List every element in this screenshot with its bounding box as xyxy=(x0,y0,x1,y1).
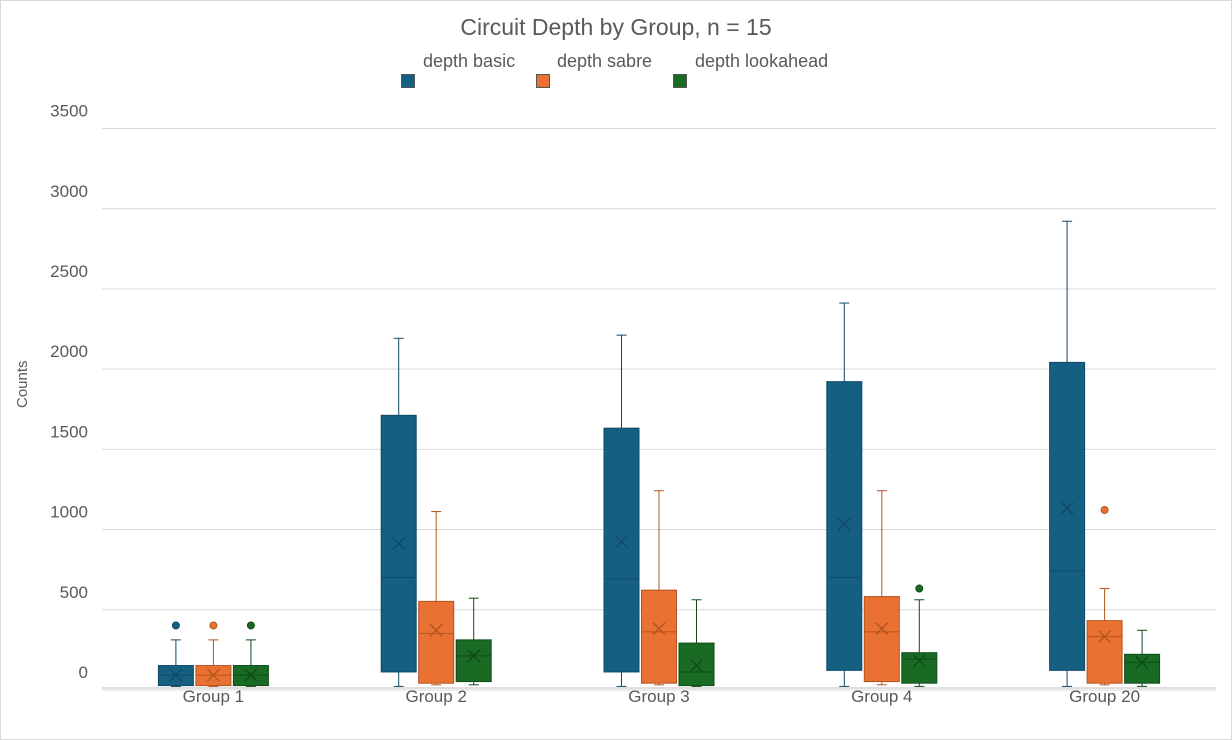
y-tick-label: 500 xyxy=(60,583,88,602)
mean-marker xyxy=(837,517,851,531)
mean-marker xyxy=(652,622,666,636)
y-tick-label: 3500 xyxy=(50,102,88,121)
box-depth-lookahead xyxy=(1124,653,1161,684)
outlier-point xyxy=(209,621,218,630)
box-depth-sabre xyxy=(641,589,677,684)
y-tick-label: 2500 xyxy=(50,262,88,281)
x-tick-label: Group 20 xyxy=(1069,687,1140,706)
mean-marker xyxy=(169,668,183,682)
mean-marker xyxy=(392,537,406,551)
mean-marker xyxy=(690,659,703,673)
mean-marker xyxy=(429,623,443,637)
mean-marker xyxy=(875,622,889,636)
box-depth-basic xyxy=(826,381,863,671)
legend-label-depth-sabre: depth sabre xyxy=(557,51,653,71)
y-tick-label: 0 xyxy=(79,663,88,682)
x-tick-label: Group 4 xyxy=(851,687,912,706)
box-depth-sabre xyxy=(418,600,455,684)
legend-label-depth-lookahead: depth lookahead xyxy=(695,51,829,71)
mean-marker xyxy=(1060,501,1074,515)
mean-marker xyxy=(244,668,258,682)
outlier-point xyxy=(171,621,180,630)
mean-marker xyxy=(912,654,926,668)
box-depth-basic xyxy=(1049,361,1086,671)
box-depth-sabre xyxy=(1086,620,1123,684)
mean-marker xyxy=(467,649,481,663)
box-depth-sabre xyxy=(863,596,900,683)
mean-marker xyxy=(1135,655,1149,669)
box-depth-lookahead xyxy=(678,642,715,687)
x-tick-label: Group 1 xyxy=(183,687,244,706)
mean-marker xyxy=(206,668,220,682)
outlier-point xyxy=(246,621,255,630)
mean-marker xyxy=(1098,630,1112,644)
outlier-point xyxy=(915,584,924,593)
box-depth-lookahead xyxy=(455,639,492,683)
legend-swatch-depth-lookahead xyxy=(673,74,687,88)
legend-label-depth-basic: depth basic xyxy=(423,51,516,71)
y-tick-label: 1000 xyxy=(50,503,88,522)
box-depth-basic xyxy=(603,427,640,673)
legend-swatch-depth-sabre xyxy=(536,74,550,88)
mean-marker xyxy=(615,535,628,549)
y-tick-label: 1500 xyxy=(50,422,88,441)
outlier-point xyxy=(1100,505,1109,514)
box-depth-basic xyxy=(380,414,417,673)
x-tick-label: Group 2 xyxy=(405,687,466,706)
chart-title: Circuit Depth by Group, n = 15 xyxy=(460,14,772,40)
x-tick-label: Group 3 xyxy=(628,687,689,706)
y-tick-label: 2000 xyxy=(50,342,88,361)
box-depth-lookahead xyxy=(901,652,938,684)
y-tick-label: 3000 xyxy=(50,182,88,201)
legend-swatch-depth-basic xyxy=(401,74,415,88)
